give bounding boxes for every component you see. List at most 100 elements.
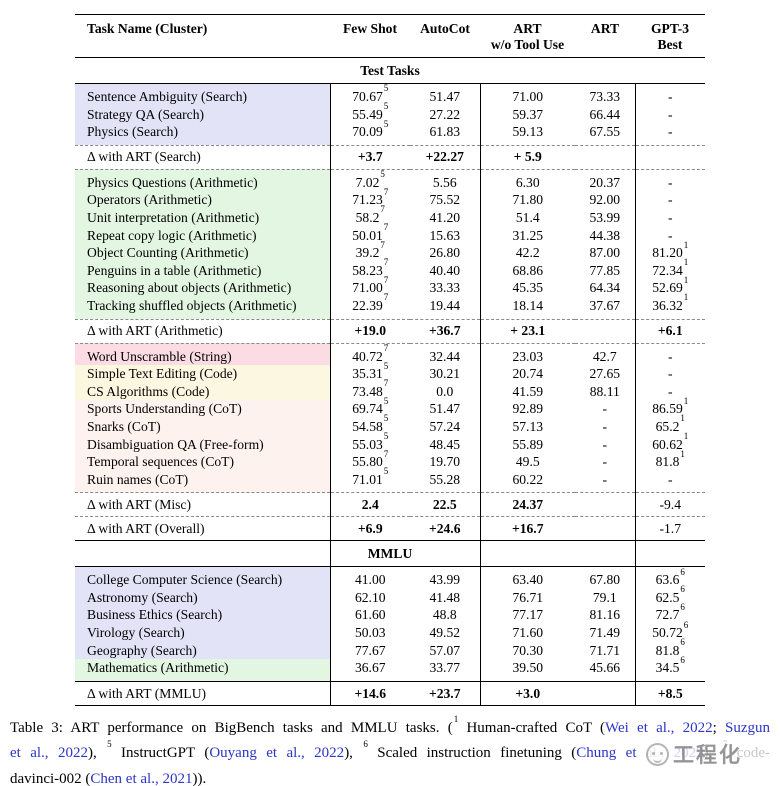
table-row: Operators (Arithmetic) 71.237 75.52 71.80 92… (75, 187, 705, 209)
value-cell: 27.22 (410, 105, 481, 124)
task-cell: Object Counting (Arithmetic) (75, 244, 331, 262)
citation-link[interactable]: Ouyang et al., 2022 (209, 745, 345, 762)
delta-value-cell: + 5.9 (480, 144, 575, 170)
task-cell: Disambiguation QA (Free-form) (75, 435, 331, 454)
table-row: Virology (Search) 50.03 49.52 71.60 71.49 50.… (75, 619, 705, 642)
delta-value-cell: 2.4 (330, 492, 410, 517)
value-cell: 58.27 (355, 204, 385, 225)
value-cell: 6.30 (480, 168, 575, 192)
value-cell: - (667, 209, 673, 225)
value-cell: 42.2 (515, 245, 540, 261)
value-cell: 41.59 (512, 383, 544, 399)
citation-link[interactable]: Chen et al., 2021 (90, 770, 193, 786)
task-cell: Repeat copy logic (Arithmetic) (75, 226, 331, 245)
value-cell: 76.71 (512, 589, 544, 605)
table-row: Geography (Search) 77.67 57.07 70.30 71.71 81… (75, 638, 705, 660)
value-cell: 55.28 (410, 470, 481, 493)
table-row: CS Algorithms (Code) 73.487 0.0 41.59 88.11 - (75, 379, 705, 401)
value-cell: 48.8 (410, 606, 481, 625)
column-header: ART (590, 21, 620, 36)
value-cell: 55.495 (352, 101, 389, 122)
value-cell: 77.67 (354, 642, 386, 658)
value-cell: 50.017 (352, 222, 389, 243)
value-cell: 77.85 (575, 261, 636, 280)
value-cell: 31.25 (512, 227, 544, 243)
task-cell: Virology (Search) (75, 624, 331, 642)
table-row: Business Ethics (Search) 61.60 48.8 77.17 81… (75, 602, 705, 625)
value-cell: 40.727 (330, 342, 410, 366)
task-cell: Ruin names (CoT) (75, 470, 331, 493)
band-cell (330, 540, 410, 567)
table-row: College Computer Science (Search) 41.00 43… (75, 566, 705, 589)
table-row: Ruin names (CoT) 71.015 55.28 60.22 - - (75, 467, 705, 493)
value-cell: 92.89 (512, 401, 544, 417)
value-cell: 19.70 (410, 453, 481, 471)
value-cell: 33.77 (410, 659, 481, 682)
section-band-label: Test Tasks (75, 57, 705, 84)
delta-label-cell: Δ with ART (Search) (75, 144, 331, 170)
value-cell: 57.24 (410, 417, 481, 436)
value-cell: 5.56 (410, 168, 481, 192)
value-cell: 65.21 (655, 413, 685, 434)
band-cell (410, 540, 481, 567)
table-row: Strategy QA (Search) 55.495 27.22 59.37 66.4… (75, 101, 705, 124)
value-cell: 36.67 (354, 660, 386, 676)
value-cell: 44.38 (575, 226, 636, 245)
value-cell: - (635, 342, 705, 366)
band-cell (635, 540, 705, 567)
table-body: Test Tasks Sentence Ambiguity (Search) 70.… (75, 57, 705, 706)
value-cell: 33.33 (410, 279, 481, 297)
table-row: Penguins in a table (Arithmetic) 58.237 40… (75, 257, 705, 280)
value-cell: 55.035 (352, 430, 389, 452)
table-caption: Table 3: ART performance on BigBench tas… (10, 715, 771, 786)
table-header: Task Name (Cluster) Few Shot AutoCot ART w/o… (75, 15, 705, 58)
caption-line: Table 3: ART performance on BigBench tas… (10, 715, 771, 741)
citation-link[interactable]: Wei et al., 2022 (605, 720, 713, 736)
delta-value-cell: +6.1 (635, 318, 705, 344)
table-row: Temporal sequences (CoT) 55.807 19.70 49.5 -… (75, 448, 705, 471)
citation-link[interactable]: Suzgun (725, 720, 771, 736)
delta-value-cell (575, 318, 636, 344)
table-row: Astronomy (Search) 62.10 41.48 76.71 79.1 62.… (75, 585, 705, 607)
delta-row: Δ with ART (Misc) 2.4 22.5 24.37 -9.4 (75, 492, 705, 517)
value-cell: 35.315 (352, 360, 389, 382)
table-row: Repeat copy logic (Arithmetic) 50.017 15.6… (75, 222, 705, 245)
value-cell: 62.10 (354, 589, 386, 605)
task-cell: Physics (Search) (75, 123, 331, 146)
value-cell: 55.807 (352, 448, 389, 470)
caption-text: InstructGPT ( (111, 745, 210, 762)
value-cell: 52.691 (652, 274, 689, 296)
value-cell: 71.60 (512, 625, 544, 641)
delta-value-cell: +22.27 (410, 144, 481, 170)
delta-row: Δ with ART (Arithmetic) +19.0 +36.7 + 23.1 +… (75, 318, 705, 344)
value-cell: 48.45 (410, 435, 481, 454)
results-table: Task Name (Cluster) Few Shot AutoCot ART w/o… (75, 14, 705, 706)
value-cell: 41.48 (410, 588, 481, 607)
footnote-marker: 5 (107, 739, 112, 750)
value-cell: - (667, 366, 673, 382)
delta-value-cell: +6.9 (330, 516, 410, 541)
value-cell: 45.35 (512, 280, 544, 296)
value-cell: 81.81 (655, 448, 685, 470)
value-cell: 41.00 (330, 566, 410, 589)
table-row: Sports Understanding (CoT) 69.745 51.47 92.… (75, 396, 705, 418)
value-cell: - (667, 383, 673, 399)
value-cell: 23.03 (480, 342, 575, 366)
delta-row: Δ with ART (Overall) +6.9 +24.6 +16.7 -1.7 (75, 516, 705, 541)
task-cell: Tracking shuffled objects (Arithmetic) (75, 296, 331, 320)
value-cell: 39.27 (355, 239, 385, 261)
value-cell: 92.00 (575, 191, 636, 209)
value-cell: - (667, 227, 673, 243)
delta-value-cell: +8.5 (635, 680, 705, 706)
delta-value-cell: +19.0 (330, 318, 410, 344)
table-row: Disambiguation QA (Free-form) 55.035 48.45… (75, 430, 705, 454)
value-cell: 70.30 (512, 642, 544, 658)
value-cell: 70.095 (352, 118, 389, 140)
value-cell: 66.44 (575, 105, 636, 124)
delta-row: Δ with ART (MMLU) +14.6 +23.7 +3.0 +8.5 (75, 680, 705, 706)
value-cell: 50.726 (652, 619, 689, 641)
value-cell: 58.237 (352, 257, 389, 278)
value-cell: 59.37 (512, 106, 544, 122)
citation-link[interactable]: et al., 2022 (10, 745, 88, 762)
value-cell: 57.07 (410, 641, 481, 660)
